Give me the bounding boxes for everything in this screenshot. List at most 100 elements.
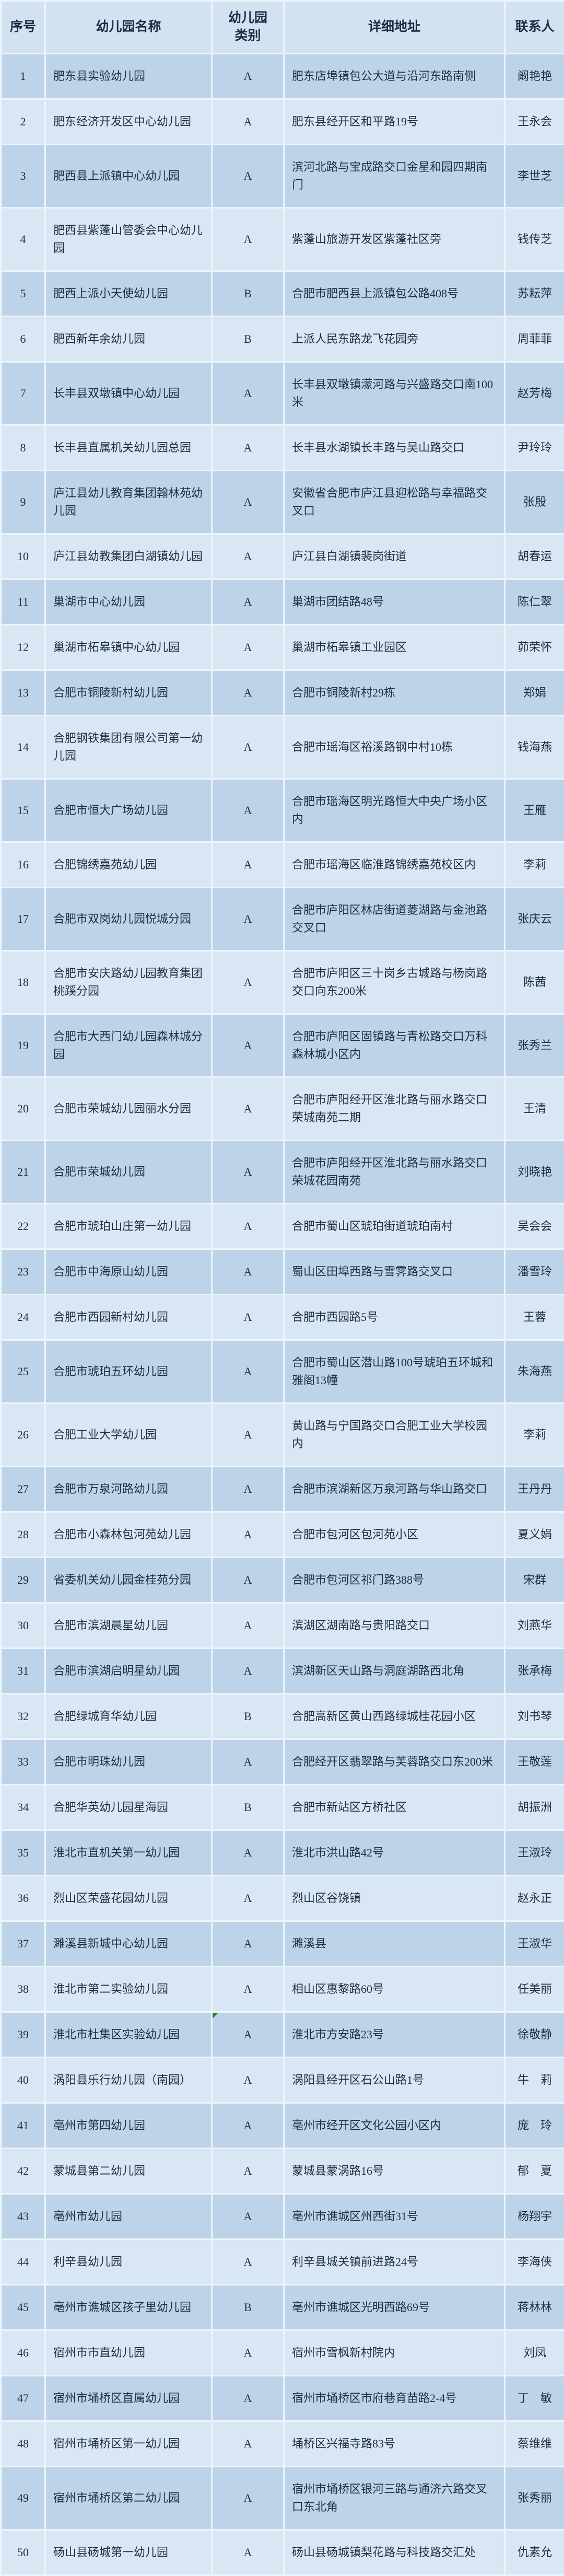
cell-category: A xyxy=(212,1340,284,1403)
cell-index: 5 xyxy=(1,271,45,317)
cell-category: A xyxy=(212,145,284,208)
cell-category: A xyxy=(212,1403,284,1467)
cell-address: 巢湖市团结路48号 xyxy=(284,579,505,625)
table-row: 35 淮北市直机关第一幼儿园 A 淮北市洪山路42号 王淑玲 xyxy=(1,1830,564,1876)
cell-category: A xyxy=(212,579,284,625)
cell-index: 39 xyxy=(1,2012,45,2058)
cell-contact: 刘燕华 xyxy=(505,1603,564,1649)
table-row: 22 合肥市琥珀山庄第一幼儿园 A 合肥市蜀山区琥珀街道琥珀南村 吴会会 xyxy=(1,1204,564,1249)
cell-category: A xyxy=(212,670,284,716)
cell-name: 合肥钢铁集团有限公司第一幼儿园 xyxy=(45,716,212,779)
cell-address: 合肥经开区翡翠路与芙蓉路交口东200米 xyxy=(284,1739,505,1785)
cell-name: 合肥市中海原山幼儿园 xyxy=(45,1249,212,1295)
cell-contact: 郁 夏 xyxy=(505,2149,564,2194)
cell-name: 蒙城县第二幼儿园 xyxy=(45,2149,212,2194)
cell-address: 利辛县城关镇前进路24号 xyxy=(284,2240,505,2285)
cell-contact: 尹玲玲 xyxy=(505,425,564,471)
cell-name: 砀山县砀城第一幼儿园 xyxy=(45,2530,212,2575)
cell-category: A xyxy=(212,2012,284,2058)
cell-name: 宿州市埇桥区第一幼儿园 xyxy=(45,2421,212,2467)
table-row: 32 合肥绿城育华幼儿园 B 合肥高新区黄山西路绿城桂花园小区 刘书琴 xyxy=(1,1694,564,1739)
cell-index: 37 xyxy=(1,1921,45,1967)
cell-index: 10 xyxy=(1,534,45,579)
cell-address: 安徽省合肥市庐江县迎松路与幸福路交叉口 xyxy=(284,471,505,534)
table-row: 42 蒙城县第二幼儿园 A 蒙城县蒙涡路16号 郁 夏 xyxy=(1,2149,564,2194)
cell-category: A xyxy=(212,2376,284,2421)
cell-index: 38 xyxy=(1,1967,45,2012)
cell-contact: 苏耘萍 xyxy=(505,271,564,317)
cell-contact: 张承梅 xyxy=(505,1649,564,1694)
cell-address: 肥东县经开区和平路19号 xyxy=(284,99,505,145)
cell-category: A xyxy=(212,1512,284,1558)
cell-contact: 蒋林林 xyxy=(505,2285,564,2330)
cell-name: 合肥市琥珀五环幼儿园 xyxy=(45,1340,212,1403)
table-row: 9 庐江县幼儿教育集团翰林苑幼儿园 A 安徽省合肥市庐江县迎松路与幸福路交叉口 … xyxy=(1,471,564,534)
table-row: 27 合肥市万泉河路幼儿园 A 合肥市滨湖新区万泉河路与华山路交口 王丹丹 xyxy=(1,1467,564,1512)
cell-address: 合肥市新站区方桥社区 xyxy=(284,1785,505,1830)
cell-contact: 杨翔宇 xyxy=(505,2194,564,2240)
cell-category: A xyxy=(212,842,284,888)
column-header-address: 详细地址 xyxy=(284,1,505,54)
cell-name: 合肥华英幼儿园星海园 xyxy=(45,1785,212,1830)
cell-note-marker xyxy=(213,2013,218,2018)
cell-index: 46 xyxy=(1,2330,45,2376)
table-row: 37 濉溪县新城中心幼儿园 A 濉溪县 王淑华 xyxy=(1,1921,564,1967)
table-row: 19 合肥市大西门幼儿园森林城分园 A 合肥市庐阳区固镇路与青松路交口万科森林城… xyxy=(1,1014,564,1077)
cell-name: 合肥工业大学幼儿园 xyxy=(45,1403,212,1467)
cell-address: 埇桥区兴福寺路83号 xyxy=(284,2421,505,2467)
cell-index: 32 xyxy=(1,1694,45,1739)
table-row: 24 合肥市西园新村幼儿园 A 合肥市西园路5号 王蓉 xyxy=(1,1295,564,1340)
cell-address: 蒙城县蒙涡路16号 xyxy=(284,2149,505,2194)
cell-category: A xyxy=(212,1830,284,1876)
cell-category: A xyxy=(212,1141,284,1204)
table-row: 39 淮北市杜集区实验幼儿园 A 淮北市方安路23号 徐敬静 xyxy=(1,2012,564,2058)
cell-name: 亳州市幼儿园 xyxy=(45,2194,212,2240)
cell-category: A xyxy=(212,2467,284,2530)
cell-index: 35 xyxy=(1,1830,45,1876)
cell-index: 40 xyxy=(1,2058,45,2103)
cell-name: 合肥市安庆路幼儿园教育集团桃蹊分园 xyxy=(45,951,212,1014)
cell-name: 合肥市西园新村幼儿园 xyxy=(45,1295,212,1340)
table-row: 2 肥东经济开发区中心幼儿园 A 肥东县经开区和平路19号 王永会 xyxy=(1,99,564,145)
table-row: 31 合肥市滨湖启明星幼儿园 A 滨湖新区天山路与洞庭湖路西北角 张承梅 xyxy=(1,1649,564,1694)
cell-contact: 潘雪玲 xyxy=(505,1249,564,1295)
cell-index: 31 xyxy=(1,1649,45,1694)
cell-index: 43 xyxy=(1,2194,45,2240)
cell-address: 宿州市埇桥区市府巷育苗路2-4号 xyxy=(284,2376,505,2421)
cell-index: 50 xyxy=(1,2530,45,2575)
cell-index: 15 xyxy=(1,779,45,842)
cell-index: 3 xyxy=(1,145,45,208)
cell-category: B xyxy=(212,1694,284,1739)
table-row: 3 肥西县上派镇中心幼儿园 A 滨河北路与宝成路交口金星和园四期南门 李世芝 xyxy=(1,145,564,208)
cell-contact: 徐敬静 xyxy=(505,2012,564,2058)
cell-address: 合肥市庐阳区林店街道菱湖路与金池路交叉口 xyxy=(284,888,505,951)
cell-address: 淮北市方安路23号 xyxy=(284,2012,505,2058)
cell-category: A xyxy=(212,2530,284,2575)
table-row: 20 合肥市荣城幼儿园丽水分园 A 合肥市庐阳经开区淮北路与丽水路交口荣城南苑二… xyxy=(1,1077,564,1141)
cell-category: A xyxy=(212,888,284,951)
table-row: 1 肥东县实验幼儿园 A 肥东店埠镇包公大道与沿河东路南侧 阚艳艳 xyxy=(1,54,564,99)
cell-contact: 刘晓艳 xyxy=(505,1141,564,1204)
cell-category: A xyxy=(212,1603,284,1649)
cell-index: 44 xyxy=(1,2240,45,2285)
cell-name: 合肥市万泉河路幼儿园 xyxy=(45,1467,212,1512)
cell-contact: 夏义娟 xyxy=(505,1512,564,1558)
cell-name: 肥西上派小天使幼儿园 xyxy=(45,271,212,317)
cell-contact: 仇素允 xyxy=(505,2530,564,2575)
cell-address: 蜀山区田埠西路与雪霁路交叉口 xyxy=(284,1249,505,1295)
table-row: 28 合肥市小森林包河苑幼儿园 A 合肥市包河区包河苑小区 夏义娟 xyxy=(1,1512,564,1558)
cell-category: A xyxy=(212,2149,284,2194)
table-row: 17 合肥市双岗幼儿园悦城分园 A 合肥市庐阳区林店街道菱湖路与金池路交叉口 张… xyxy=(1,888,564,951)
cell-name: 淮北市杜集区实验幼儿园 xyxy=(45,2012,212,2058)
cell-name: 巢湖市中心幼儿园 xyxy=(45,579,212,625)
table-row: 10 庐江县幼教集团白湖镇幼儿园 A 庐江县白湖镇裴岗街道 胡春运 xyxy=(1,534,564,579)
cell-category: A xyxy=(212,716,284,779)
cell-category: A xyxy=(212,1204,284,1249)
cell-index: 7 xyxy=(1,362,45,425)
column-header-name: 幼儿园名称 xyxy=(45,1,212,54)
cell-address: 滨湖新区天山路与洞庭湖路西北角 xyxy=(284,1649,505,1694)
cell-index: 24 xyxy=(1,1295,45,1340)
cell-index: 1 xyxy=(1,54,45,99)
cell-contact: 王雁 xyxy=(505,779,564,842)
cell-contact: 赵永正 xyxy=(505,1876,564,1921)
